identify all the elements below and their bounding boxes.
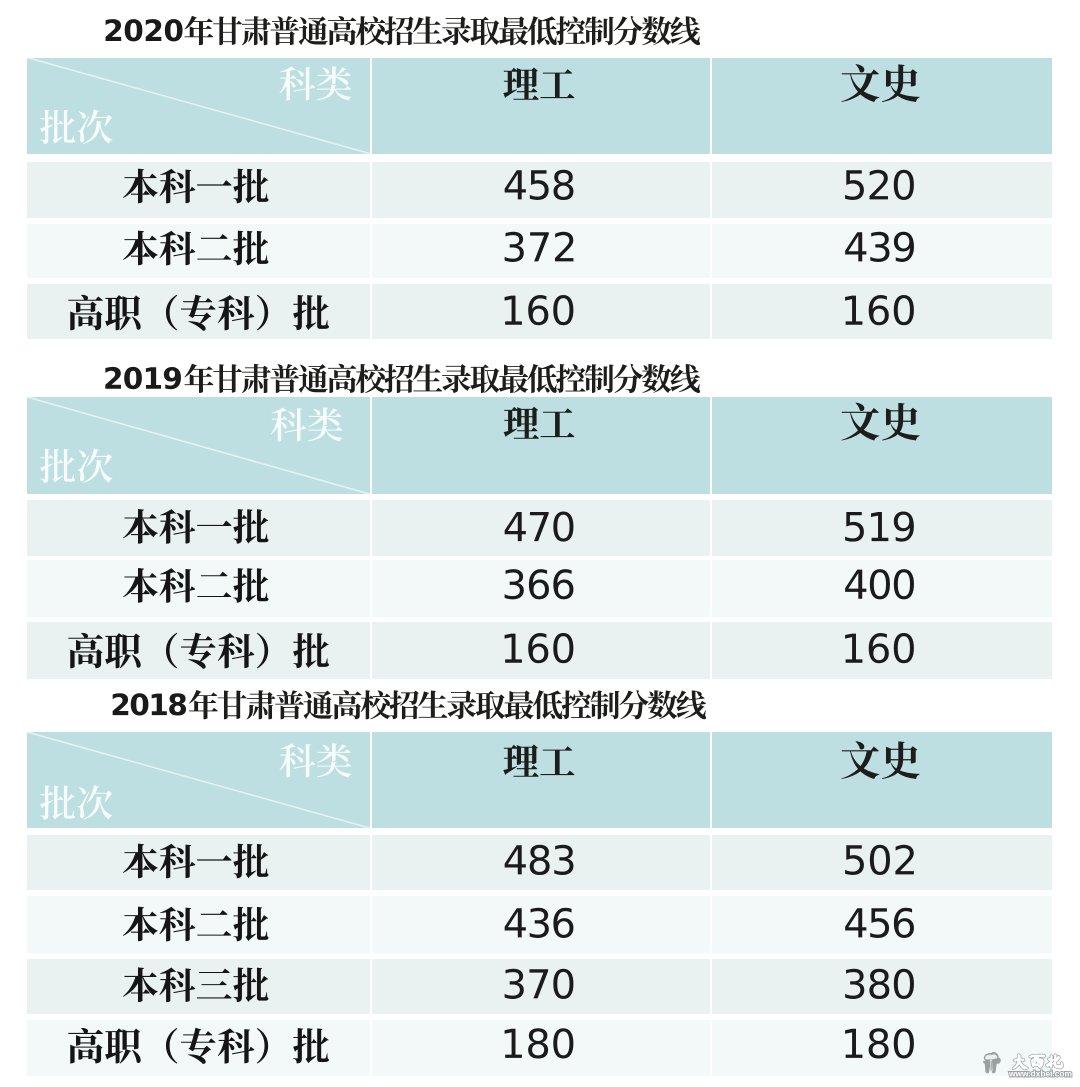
svg-text:www.dxbei.com: www.dxbei.com [1008, 1069, 1072, 1079]
